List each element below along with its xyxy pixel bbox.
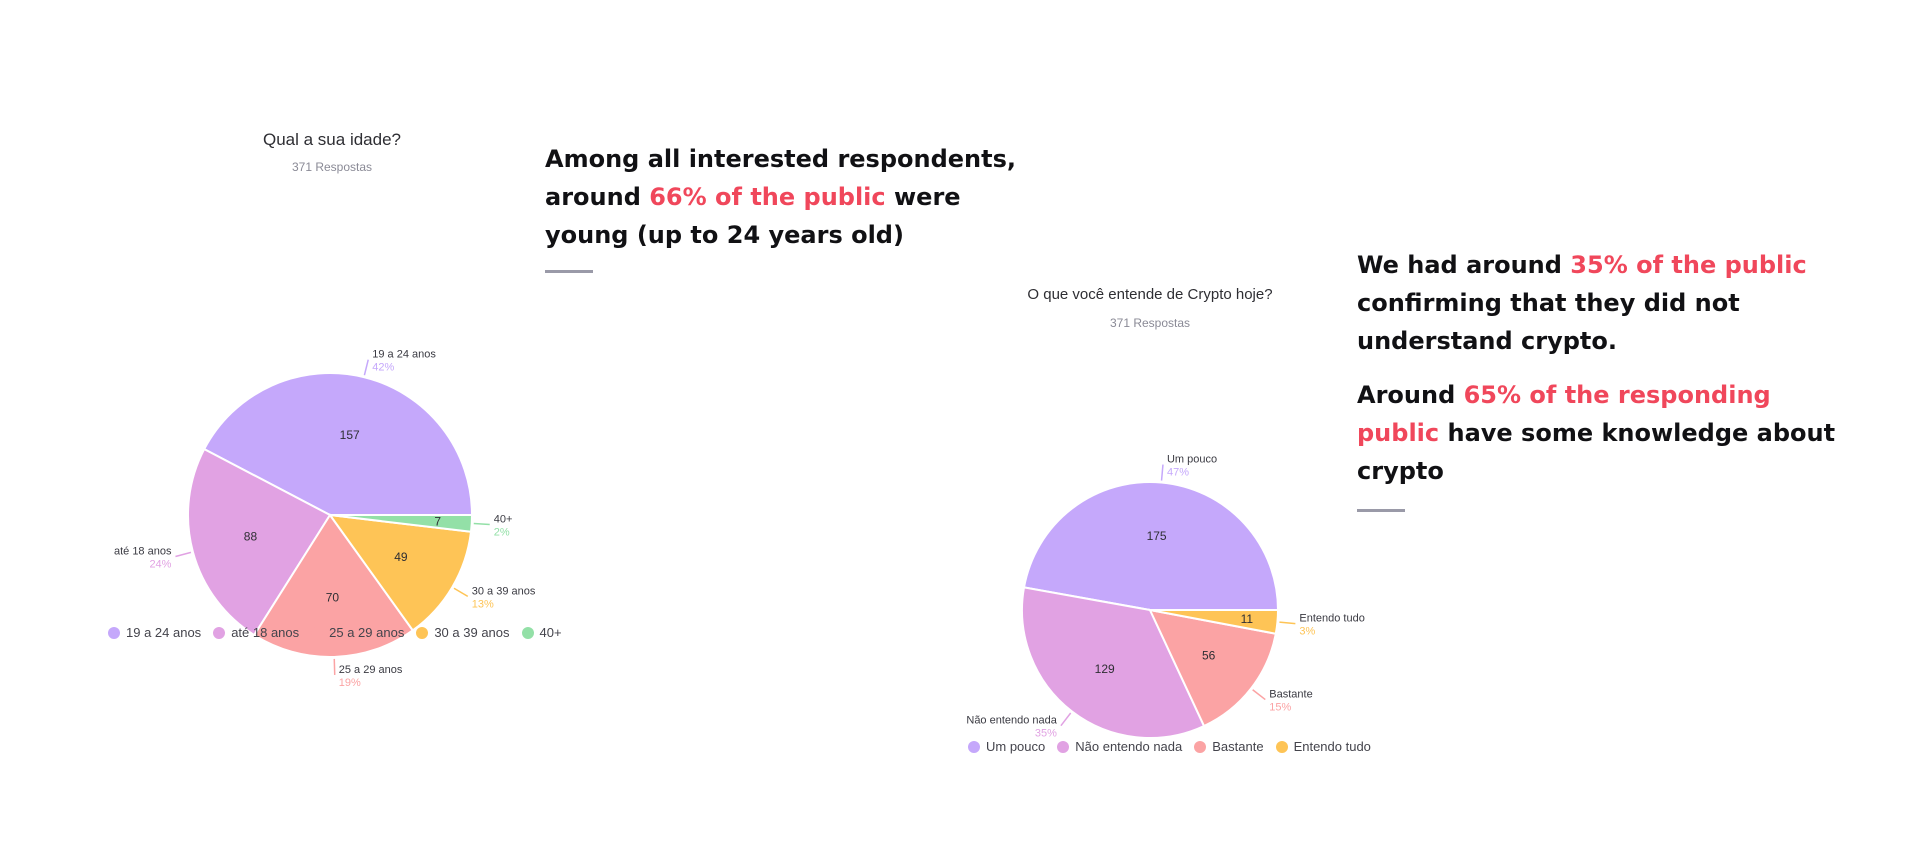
value-label-19-a-24-anos: 157: [340, 428, 360, 442]
percent-label-30-a-39-anos: 13%: [472, 598, 494, 610]
crypto-insight-highlight-1: 35% of the public: [1570, 251, 1807, 279]
age-insight-line-1: Among all interested respondents,: [545, 145, 1017, 173]
percent-label-um-pouco: 47%: [1167, 467, 1189, 479]
leader-line-19-a-24-anos: [363, 359, 369, 376]
legend-label-um-pouco: Um pouco: [986, 739, 1046, 754]
legend-label-25-a-29-anos: 25 a 29 anos: [329, 625, 405, 640]
legend-item-40plus: 40+: [521, 625, 562, 640]
percent-label-19-a-24-anos: 42%: [372, 362, 394, 374]
slice-40plus: [329, 514, 474, 533]
legend-swatch-ate-18-anos: [213, 626, 226, 639]
percent-label-entendo-tudo: 3%: [1299, 626, 1315, 638]
legend-item-um-pouco: Um pouco: [968, 739, 1045, 754]
value-label-25-a-29-anos: 70: [326, 590, 340, 604]
leader-line-nao-entendo-nada: [1060, 712, 1072, 727]
legend-label-30-a-39-anos: 30 a 39 anos: [434, 625, 510, 640]
crypto-insight-highlight-2: 65% of the responding: [1463, 381, 1771, 409]
legend-swatch-bastante: [1194, 740, 1207, 753]
percent-label-ate-18-anos: 24%: [149, 559, 171, 571]
category-label-bastante: Bastante: [1269, 689, 1312, 701]
leader-line-30-a-39-anos: [453, 587, 469, 598]
legend-swatch-40plus: [521, 626, 534, 639]
legend-item-bastante: Bastante: [1194, 739, 1264, 754]
legend-label-bastante: Bastante: [1212, 739, 1264, 754]
value-label-nao-entendo-nada: 129: [1095, 662, 1115, 676]
slice-ate-18-anos: [187, 447, 332, 637]
legend-label-nao-entendo-nada: Não entendo nada: [1075, 739, 1183, 754]
age-insight-divider: [545, 270, 593, 273]
legend-swatch-25-a-29-anos: [311, 626, 324, 639]
slice-30-a-39-anos: [327, 513, 473, 632]
legend-label-ate-18-anos: até 18 anos: [231, 625, 300, 640]
legend-item-25-a-29-anos: 25 a 29 anos: [311, 625, 404, 640]
value-label-40plus: 7: [434, 514, 441, 528]
leader-line-um-pouco: [1160, 464, 1164, 481]
legend-label-entendo-tudo: Entendo tudo: [1293, 739, 1371, 754]
percent-label-nao-entendo-nada: 35%: [1035, 728, 1057, 740]
legend-item-ate-18-anos: até 18 anos: [213, 625, 299, 640]
crypto-insight-line-3: understand crypto.: [1357, 327, 1618, 355]
legend-item-entendo-tudo: Entendo tudo: [1275, 739, 1371, 754]
crypto-insight-line-6: crypto: [1357, 457, 1444, 485]
legend-item-30-a-39-anos: 30 a 39 anos: [416, 625, 510, 640]
crypto-insight-divider: [1357, 509, 1405, 512]
age-chart-panel: Qual a sua idade? 371 Respostas 157 19 a …: [100, 120, 580, 689]
legend-swatch-um-pouco: [968, 740, 980, 753]
crypto-chart-legend: Um pouco Não entendo nada Bastante Entendo …: [968, 739, 1383, 754]
age-chart-subtitle: 371 Respostas: [291, 160, 373, 174]
leader-line-40plus: [473, 522, 490, 526]
leader-line-ate-18-anos: [175, 551, 192, 558]
crypto-insight-line-1: We had around 35% of the public: [1357, 251, 1807, 279]
value-label-30-a-39-anos: 49: [394, 550, 408, 564]
age-chart-title: Qual a sua idade?: [263, 130, 401, 149]
value-label-bastante: 56: [1202, 649, 1216, 663]
legend-swatch-nao-entendo-nada: [1057, 740, 1070, 753]
crypto-insight-text: We had around 35% of the public confirmi…: [1357, 246, 1877, 490]
age-chart-legend: 19 a 24 anos até 18 anos 25 a 29 anos 30 a …: [108, 625, 574, 640]
age-insight-highlight: 66% of the public: [649, 183, 886, 211]
age-insight-text: Among all interested respondents, around…: [545, 140, 1025, 254]
percent-label-bastante: 15%: [1269, 702, 1291, 714]
slice-25-a-29-anos: [252, 513, 415, 658]
age-insight-line-3: young (up to 24 years old): [545, 221, 904, 249]
slice-bastante: [1148, 608, 1277, 728]
category-label-25-a-29-anos: 25 a 29 anos: [339, 664, 403, 676]
crypto-chart-panel: O que você entende de Crypto hoje? 371 R…: [950, 270, 1430, 770]
legend-item-19-a-24-anos: 19 a 24 anos: [108, 625, 201, 640]
crypto-chart-subtitle: 371 Respostas: [1109, 316, 1191, 330]
leader-line-bastante: [1252, 689, 1266, 701]
value-label-ate-18-anos: 88: [244, 529, 258, 543]
crypto-chart-title: O que você entende de Crypto hoje?: [1027, 286, 1273, 303]
category-label-entendo-tudo: Entendo tudo: [1299, 613, 1364, 625]
category-label-um-pouco: Um pouco: [1167, 454, 1217, 466]
legend-swatch-30-a-39-anos: [416, 626, 429, 639]
slice-um-pouco: [1022, 481, 1280, 611]
percent-label-40plus: 2%: [494, 526, 510, 538]
legend-swatch-19-a-24-anos: [108, 626, 120, 639]
crypto-insight-line-5: public have some knowledge about: [1357, 419, 1836, 447]
category-label-nao-entendo-nada: Não entendo nada: [966, 715, 1057, 727]
value-label-um-pouco: 175: [1147, 529, 1167, 543]
slice-19-a-24-anos: [202, 372, 474, 516]
percent-label-25-a-29-anos: 19%: [339, 677, 361, 689]
category-label-19-a-24-anos: 19 a 24 anos: [372, 349, 436, 361]
legend-label-19-a-24-anos: 19 a 24 anos: [126, 625, 202, 640]
legend-label-40plus: 40+: [539, 625, 562, 640]
category-label-30-a-39-anos: 30 a 39 anos: [472, 585, 536, 597]
legend-swatch-entendo-tudo: [1275, 740, 1288, 753]
slice-entendo-tudo: [1149, 609, 1280, 635]
leader-line-entendo-tudo: [1279, 621, 1296, 625]
value-label-entendo-tudo: 11: [1241, 612, 1254, 626]
crypto-insight-line-2: confirming that they did not: [1357, 289, 1740, 317]
crypto-insight-line-4: Around 65% of the responding: [1357, 381, 1771, 409]
legend-item-nao-entendo-nada: Não entendo nada: [1057, 739, 1182, 754]
category-label-ate-18-anos: até 18 anos: [114, 546, 172, 558]
age-insight-line-2: around 66% of the public were: [545, 183, 961, 211]
slice-nao-entendo-nada: [1021, 586, 1206, 739]
category-label-40plus: 40+: [494, 513, 513, 525]
crypto-insight-highlight-3: public: [1357, 419, 1440, 447]
